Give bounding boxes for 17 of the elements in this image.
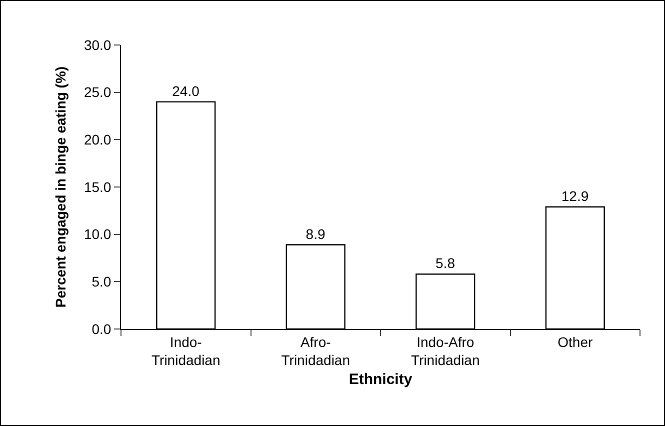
x-axis-title: Ethnicity — [348, 371, 413, 388]
y-tick-label: 0.0 — [92, 320, 112, 337]
x-tick-label: Indo-Afro Trinidadian — [411, 334, 480, 368]
y-axis-title: Percent engaged in binge eating (%) — [52, 66, 69, 308]
x-tick-label: Indo- Trinidadian — [152, 334, 220, 368]
y-tick-label: 5.0 — [92, 274, 112, 290]
data-label: 12.9 — [561, 188, 589, 204]
data-label: 8.9 — [306, 226, 326, 242]
y-tick-label: 30.0 — [84, 36, 112, 53]
y-tick-label: 15.0 — [84, 178, 112, 195]
y-tick-label: 20.0 — [84, 132, 112, 148]
x-tick-label: Other — [558, 334, 593, 350]
data-label: 24.0 — [172, 82, 200, 99]
y-tick-label: 25.0 — [84, 84, 112, 100]
data-label: 5.8 — [436, 255, 456, 272]
x-tick-label: Afro- Trinidadian — [281, 334, 350, 368]
y-tick-label: 10.0 — [84, 226, 112, 242]
